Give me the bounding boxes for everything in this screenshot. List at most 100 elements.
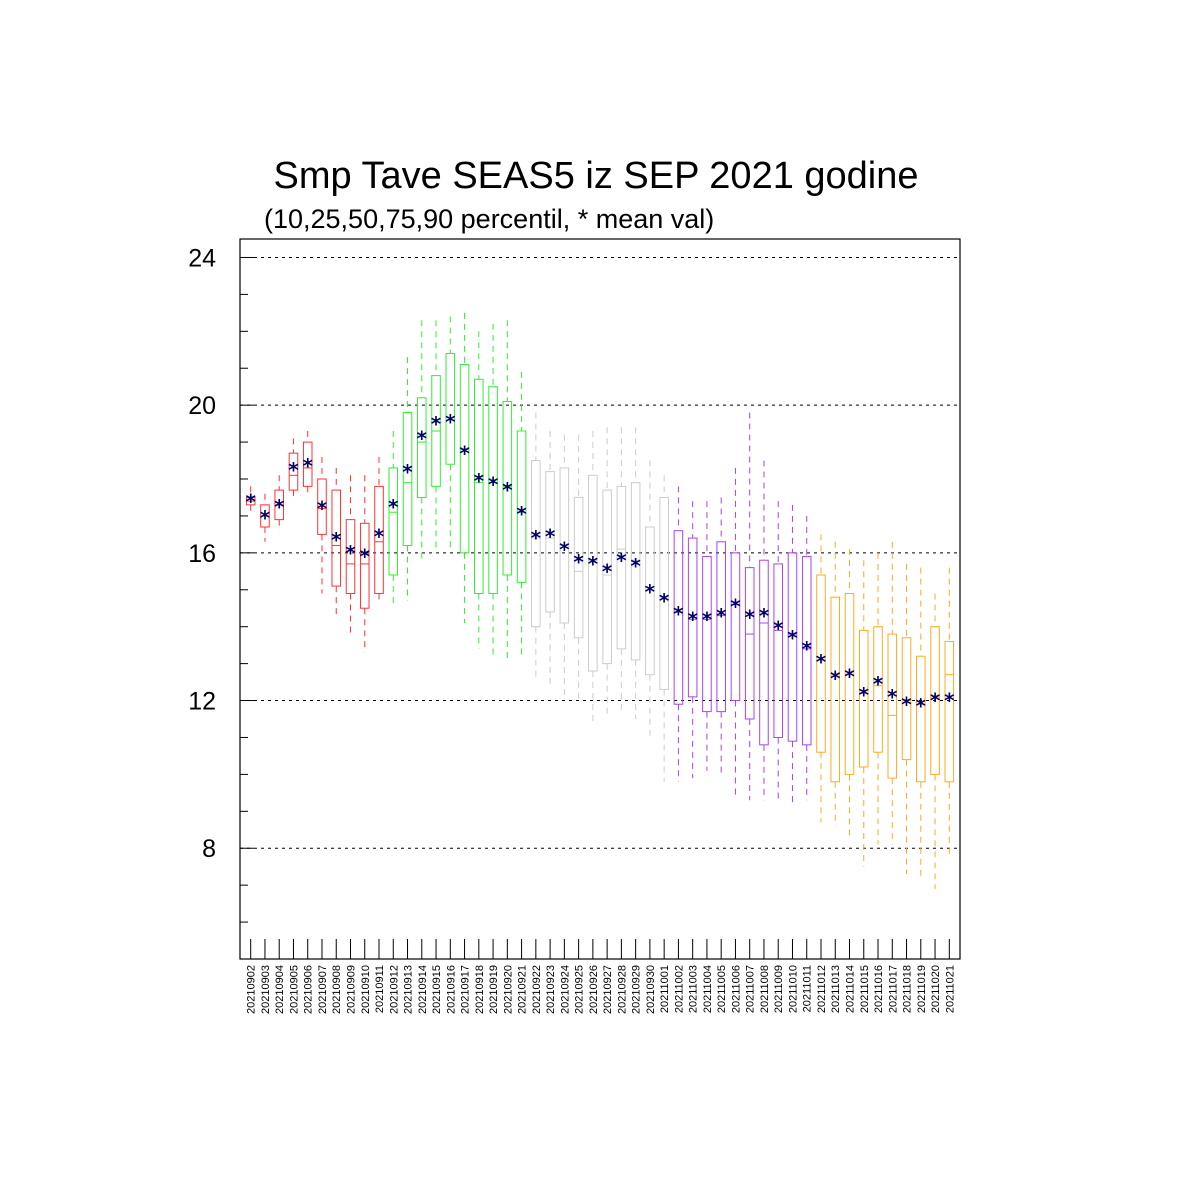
x-tick-label: 20210921	[517, 965, 529, 1014]
x-tick-label: 20210906	[303, 965, 315, 1014]
box-iqr	[474, 378, 484, 594]
mean-marker: *	[245, 489, 256, 513]
x-tick-label: 20210916	[445, 965, 457, 1014]
mean-marker: *	[559, 537, 570, 561]
mean-marker: *	[859, 683, 870, 707]
mean-marker: *	[744, 606, 755, 630]
x-tick-label: 20210907	[317, 965, 329, 1014]
y-tick-label: 24	[188, 244, 216, 272]
box-20210928	[616, 427, 627, 712]
y-tick-label: 12	[188, 688, 216, 716]
box-iqr	[702, 556, 712, 713]
mean-marker: *	[474, 469, 485, 493]
mean-marker: *	[459, 441, 470, 465]
box-series	[245, 312, 955, 889]
box-iqr	[830, 596, 841, 783]
box-iqr	[302, 441, 313, 487]
box-20211014	[844, 549, 855, 838]
mean-marker: *	[402, 460, 413, 484]
box-20210909	[345, 475, 356, 635]
mean-marker: *	[588, 552, 599, 576]
mean-marker: *	[260, 506, 271, 530]
x-tick-label: 20211003	[688, 965, 700, 1013]
box-20211020	[930, 593, 940, 889]
box-iqr	[873, 626, 883, 753]
box-20210921	[516, 371, 527, 657]
box-iqr	[331, 489, 342, 587]
box-20210904	[274, 475, 284, 531]
box-20211003	[687, 501, 698, 779]
box-20211019	[916, 567, 926, 878]
x-tick-label: 20210904	[274, 965, 286, 1014]
x-tick-label: 20210919	[488, 965, 500, 1014]
box-20210923	[545, 431, 555, 686]
box-iqr	[402, 412, 413, 546]
x-tick-label: 20211014	[845, 965, 857, 1013]
box-iqr	[744, 567, 755, 720]
x-tick-label: 20211016	[873, 965, 885, 1013]
x-tick-label: 20210922	[531, 965, 543, 1014]
mean-marker: *	[545, 524, 556, 548]
box-iqr	[616, 485, 627, 650]
box-20210914	[417, 320, 427, 561]
box-20211016	[873, 552, 883, 845]
x-tick-label: 20210908	[331, 965, 343, 1014]
box-iqr	[488, 386, 498, 594]
box-20210924	[559, 434, 570, 697]
box-iqr	[787, 552, 798, 742]
mean-marker: *	[944, 689, 955, 713]
x-tick-label: 20211002	[673, 965, 685, 1013]
mean-marker: *	[531, 526, 542, 550]
box-iqr	[374, 485, 384, 594]
plot-frame	[239, 238, 961, 960]
x-tick-label: 20210928	[616, 965, 628, 1014]
mean-marker: *	[801, 637, 812, 661]
mean-marker: *	[302, 454, 313, 478]
x-tick-label: 20210930	[645, 965, 657, 1014]
box-iqr	[630, 482, 641, 661]
mean-marker: *	[687, 607, 698, 631]
x-tick-label: 20210925	[574, 965, 586, 1014]
box-iqr	[759, 559, 769, 746]
x-tick-label: 20211010	[787, 965, 799, 1013]
box-20211011	[801, 515, 812, 801]
mean-marker: *	[702, 607, 713, 631]
box-20210902	[245, 486, 256, 516]
box-iqr	[588, 474, 598, 672]
box-iqr	[573, 496, 584, 639]
box-20211015	[858, 560, 869, 867]
y-tick-label: 8	[202, 835, 216, 863]
box-20210927	[602, 427, 612, 716]
box-iqr	[531, 460, 541, 628]
box-iqr	[602, 489, 612, 665]
x-tick-label: 20210909	[345, 965, 357, 1014]
box-iqr	[516, 430, 527, 583]
x-tick-label: 20211019	[916, 965, 928, 1013]
box-20210910	[359, 475, 370, 653]
x-tick-label: 20210918	[474, 965, 486, 1014]
box-20211002	[673, 486, 684, 782]
x-tick-label: 20211018	[902, 965, 914, 1013]
box-20211004	[702, 501, 712, 771]
x-tick-label: 20210914	[417, 965, 429, 1014]
box-20210920	[502, 320, 513, 660]
x-tick-label: 20210927	[602, 965, 614, 1014]
mean-marker: *	[288, 458, 299, 482]
box-20210913	[402, 357, 413, 601]
box-iqr	[916, 655, 926, 783]
box-iqr	[930, 626, 940, 775]
x-tick-label: 20210917	[460, 965, 472, 1014]
box-20210919	[488, 323, 498, 657]
box-iqr	[773, 563, 783, 738]
box-20210907	[317, 456, 327, 594]
x-tick-label: 20211020	[930, 965, 942, 1013]
x-tick-label: 20210912	[388, 965, 400, 1014]
box-iqr	[388, 467, 399, 576]
x-tick-label: 20211017	[887, 965, 899, 1013]
x-tick-label: 20210924	[559, 965, 571, 1014]
box-20210903	[260, 493, 270, 542]
x-tick-label: 20211006	[730, 965, 742, 1013]
x-tick-label: 20210920	[502, 965, 514, 1014]
